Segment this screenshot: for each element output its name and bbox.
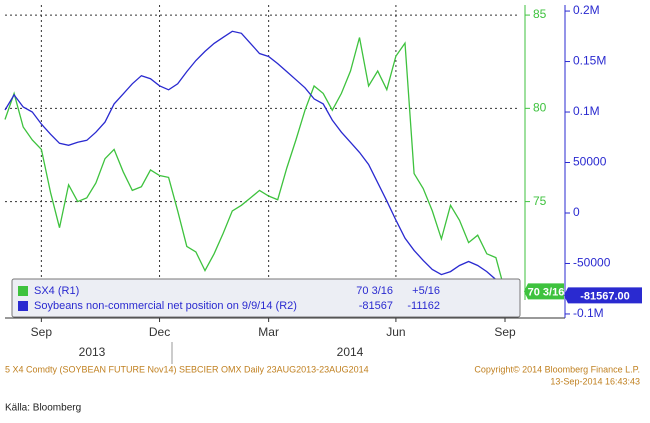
y2-tick-label: -0.1M [573,306,604,320]
value-tag-label: 70 3/16 [528,286,565,298]
legend-swatch [18,286,28,296]
legend-last: -81567 [359,300,393,312]
y2-tick-label: 0.15M [573,54,606,68]
year-label: 2013 [79,345,106,359]
footer-right: 13-Sep-2014 16:43:43 [550,376,640,386]
y2-tick-label: 0.2M [573,3,600,17]
y-tick-label: 85 [533,7,547,21]
legend-last: 70 3/16 [356,285,393,297]
legend-label: SX4 (R1) [34,285,79,297]
y2-tick-label: 50000 [573,155,607,169]
value-tag-label: -81567.00 [580,290,630,302]
legend-swatch [18,301,28,311]
x-tick-label: Sep [494,325,516,339]
legend-label: Soybeans non-commercial net position on … [34,300,297,312]
source: Källa: Bloomberg [5,403,81,414]
footer-left: 5 X4 Comdty (SOYBEAN FUTURE Nov14) SEBCI… [5,364,369,374]
footer-right: Copyright© 2014 Bloomberg Finance L.P. [474,364,640,374]
y-tick-label: 80 [533,101,547,115]
x-tick-label: Jun [386,325,405,339]
year-label: 2014 [337,345,364,359]
y2-tick-label: 0 [573,205,580,219]
x-tick-label: Mar [258,325,279,339]
legend-change: +5/16 [412,285,440,297]
y2-tick-label: -50000 [573,256,611,270]
x-tick-label: Sep [31,325,53,339]
value-tag [524,283,564,300]
y2-tick-label: 0.1M [573,104,600,118]
value-tag [564,287,642,304]
y-tick-label: 75 [533,194,547,208]
legend-box [11,278,521,318]
legend-change: -11162 [407,300,440,312]
series-line [4,37,506,292]
series-line [4,30,506,296]
x-tick-label: Dec [149,325,170,339]
